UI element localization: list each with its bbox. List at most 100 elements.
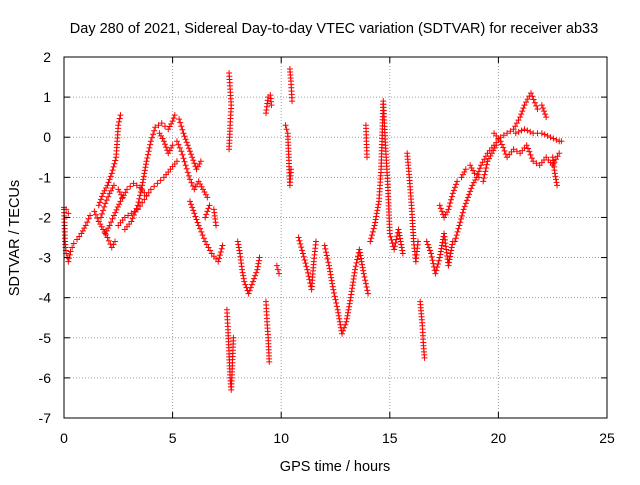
data-point-sample	[533, 102, 540, 109]
data-point	[147, 138, 154, 145]
data-point-sample	[428, 253, 435, 260]
data-point-sample	[466, 191, 473, 198]
data-point	[104, 234, 111, 241]
data-point-sample	[176, 144, 183, 151]
data-point	[108, 244, 115, 251]
data-point-sample	[98, 223, 105, 230]
data-point	[200, 186, 207, 193]
data-point-sample	[184, 169, 191, 176]
data-point	[287, 166, 294, 173]
data-point	[230, 334, 237, 341]
data-point-sample	[527, 151, 534, 158]
y-tick-label: -1	[39, 169, 52, 185]
data-point-sample	[197, 181, 204, 188]
data-point-sample	[447, 250, 454, 257]
data-point-sample	[552, 156, 559, 163]
data-point	[117, 198, 124, 205]
data-point-sample	[335, 309, 342, 316]
data-point-sample	[347, 297, 354, 304]
data-point	[115, 122, 122, 129]
data-point-sample	[398, 241, 405, 248]
data-point	[160, 138, 167, 145]
data-point-sample	[335, 312, 342, 319]
data-point	[91, 208, 98, 215]
data-point-sample	[148, 134, 155, 141]
data-point-sample	[425, 244, 432, 251]
data-point-sample	[449, 241, 456, 248]
data-point-sample	[159, 135, 166, 142]
data-point-sample	[300, 253, 307, 260]
data-point	[191, 210, 198, 217]
data-point-sample	[470, 167, 477, 174]
data-point	[134, 202, 141, 209]
data-point	[123, 186, 130, 193]
data-point-sample	[461, 168, 468, 175]
data-point-sample	[201, 189, 208, 196]
data-point-sample	[539, 105, 546, 112]
data-point-sample	[331, 293, 338, 300]
data-point	[467, 162, 474, 169]
data-point-sample	[179, 126, 186, 133]
data-point	[147, 186, 154, 193]
data-point-sample	[129, 215, 136, 222]
data-point	[478, 162, 485, 169]
data-point	[112, 238, 119, 245]
data-point-sample	[344, 312, 351, 319]
data-point-sample	[105, 237, 112, 244]
plot-frame	[63, 56, 608, 419]
data-point-sample	[451, 184, 458, 191]
data-point-sample	[472, 177, 479, 184]
data-point	[527, 90, 534, 97]
data-point-sample	[204, 208, 211, 215]
data-point-sample	[202, 191, 209, 198]
data-point	[115, 186, 122, 193]
data-point	[245, 290, 252, 297]
data-point-sample	[358, 255, 365, 262]
data-point-sample	[533, 160, 540, 167]
data-point	[165, 126, 172, 133]
data-point-sample	[323, 249, 330, 256]
data-point-sample	[138, 185, 145, 192]
data-point-sample	[479, 159, 486, 166]
data-point-sample	[299, 247, 306, 254]
data-point-sample	[437, 251, 444, 258]
data-point-sample	[193, 216, 200, 223]
data-point-sample	[102, 185, 109, 192]
data-point	[360, 270, 367, 277]
data-point	[186, 198, 193, 205]
data-point	[512, 130, 519, 137]
data-point-sample	[144, 151, 151, 158]
data-point-sample	[136, 195, 143, 202]
data-point-sample	[103, 227, 110, 234]
data-point-sample	[196, 225, 203, 232]
data-point-sample	[375, 201, 382, 208]
data-point-sample	[168, 120, 175, 127]
data-point-sample	[143, 193, 150, 200]
data-point-sample	[437, 248, 444, 255]
data-point-sample	[448, 244, 455, 251]
data-point	[191, 186, 198, 193]
data-point-sample	[373, 210, 380, 217]
data-point-sample	[524, 96, 531, 103]
data-point-sample	[111, 160, 118, 167]
data-point-sample	[396, 232, 403, 239]
data-point-sample	[252, 272, 259, 279]
data-point-sample	[357, 252, 364, 259]
data-point	[504, 130, 511, 137]
data-point-sample	[345, 306, 352, 313]
data-point-sample	[459, 171, 466, 178]
data-point-sample	[205, 205, 212, 212]
data-point	[156, 130, 163, 137]
data-point-sample	[181, 158, 188, 165]
data-point-sample	[199, 232, 206, 239]
data-point	[254, 266, 261, 273]
data-point	[106, 222, 113, 229]
x-tick-label: 25	[599, 430, 615, 446]
data-point	[445, 206, 452, 213]
data-point	[143, 158, 150, 165]
data-point-sample	[69, 244, 76, 251]
data-point-sample	[434, 264, 441, 271]
data-point-sample	[354, 256, 361, 263]
data-point-sample	[216, 252, 223, 259]
